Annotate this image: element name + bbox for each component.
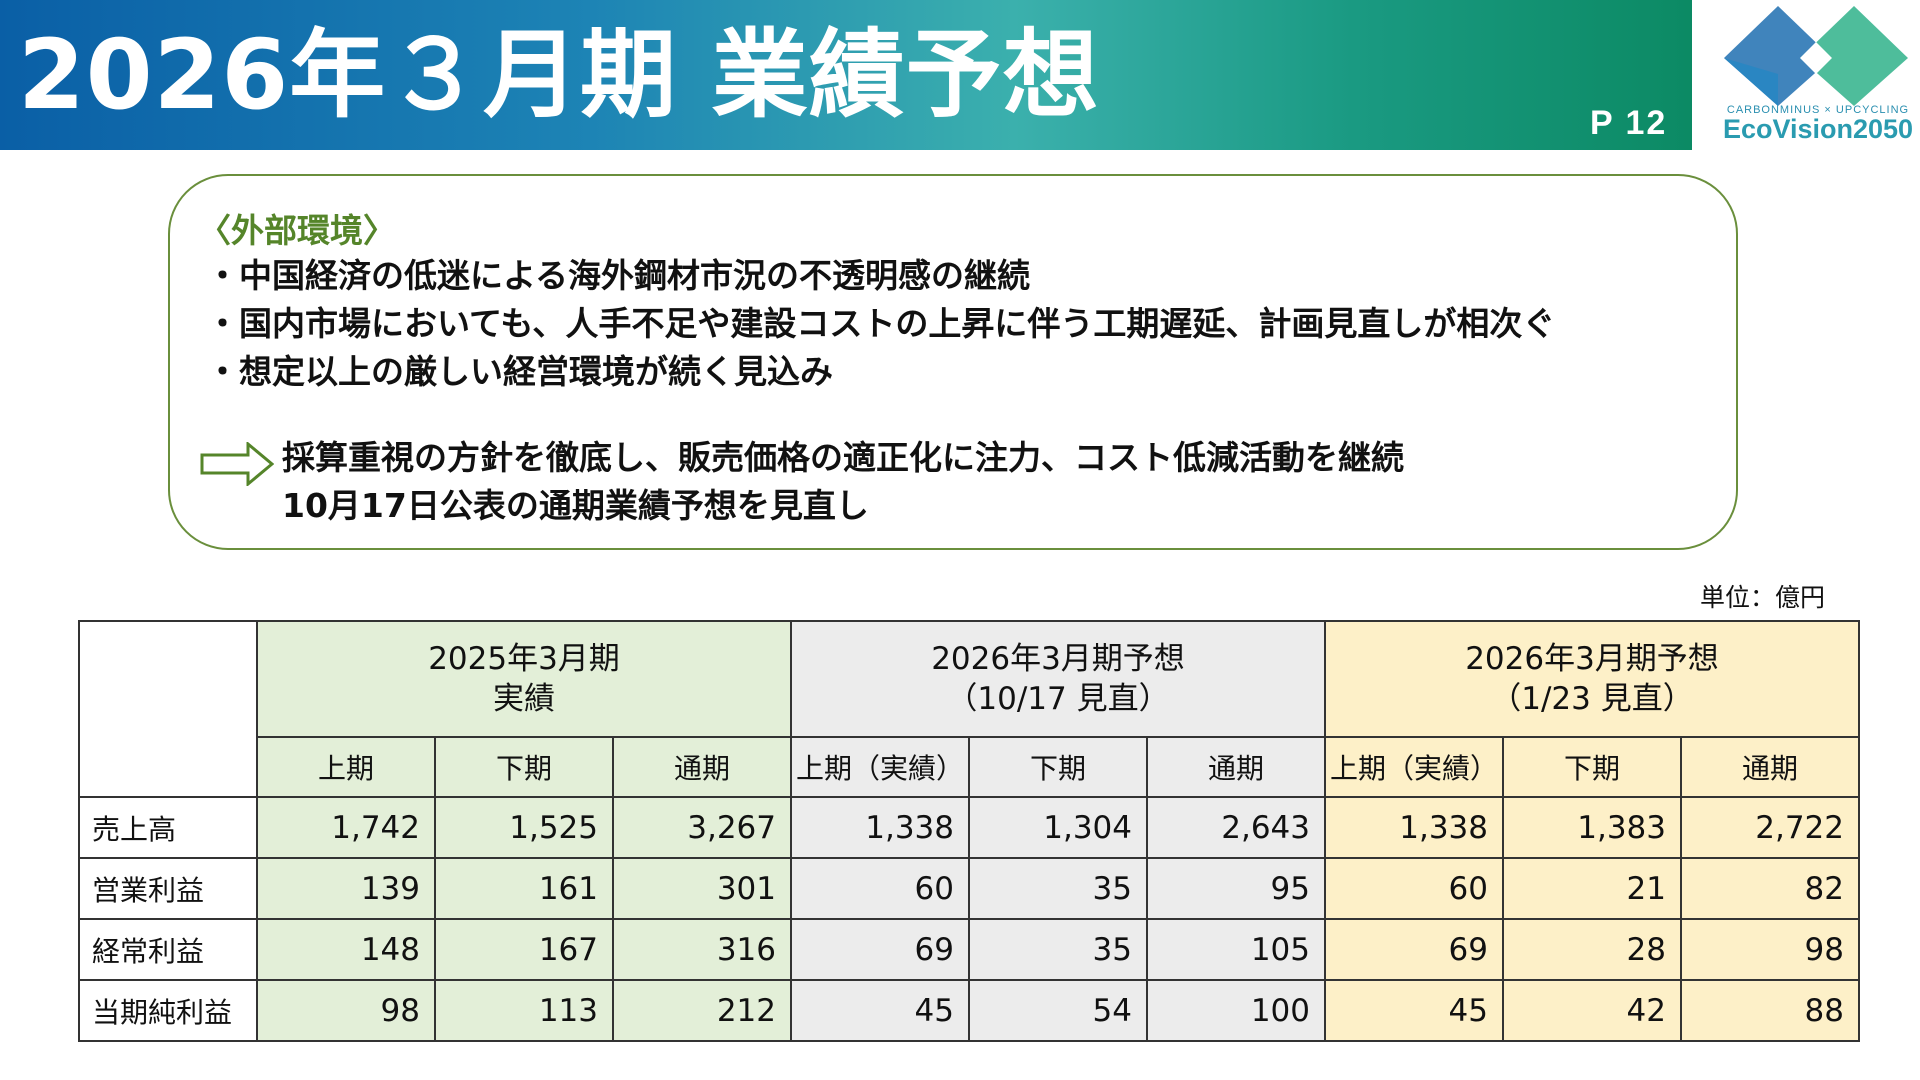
logo-brand: EcoVision2050 — [1722, 114, 1914, 144]
bullet-item: ・国内市場においても、人手不足や建設コストの上昇に伴う工期遅延、計画見直しが相次… — [206, 304, 1556, 343]
unit-label: 単位：億円 — [1700, 583, 1826, 612]
table-cell: 1,525 — [434, 796, 614, 859]
table-cell: 161 — [434, 857, 614, 920]
logo-mark-icon — [1724, 6, 1908, 106]
table-cell: 45 — [790, 979, 970, 1042]
logo-tagline: CARBONMINUS × UPCYCLING — [1726, 104, 1910, 116]
group-header-line: 2026年3月期予想 — [1465, 641, 1719, 677]
corner-cell — [78, 620, 258, 798]
table-cell: 69 — [1324, 918, 1504, 981]
sub-header: 通期 — [1146, 736, 1326, 798]
table-cell: 1,338 — [1324, 796, 1504, 859]
group-header-forecast-0123: 2026年3月期予想 （1/23 見直） — [1324, 620, 1860, 738]
table-cell: 21 — [1502, 857, 1682, 920]
table-cell: 100 — [1146, 979, 1326, 1042]
page-title: 2026年３月期 業績予想 — [18, 19, 1100, 131]
sub-header: 通期 — [612, 736, 792, 798]
table-cell: 28 — [1502, 918, 1682, 981]
row-label: 売上高 — [78, 796, 258, 859]
table-row: 経常利益 148 167 316 69 35 105 69 28 98 — [78, 918, 1860, 981]
group-header-line: 2026年3月期予想 — [931, 641, 1185, 677]
sub-header: 上期（実績） — [1324, 736, 1504, 798]
page-number: P 12 — [1590, 104, 1668, 142]
table-cell: 35 — [968, 857, 1148, 920]
table-cell: 60 — [790, 857, 970, 920]
table-cell: 2,643 — [1146, 796, 1326, 859]
conclusion-line: 採算重視の方針を徹底し、販売価格の適正化に注力、コスト低減活動を継続 — [282, 438, 1404, 477]
group-header-line: 2025年3月期 — [428, 641, 620, 677]
group-header-2025-actual: 2025年3月期 実績 — [256, 620, 792, 738]
group-header-line: （1/23 見直） — [1490, 681, 1694, 717]
group-header-line: 実績 — [493, 681, 555, 717]
table-cell: 98 — [256, 979, 436, 1042]
table-cell: 1,304 — [968, 796, 1148, 859]
table-cell: 88 — [1680, 979, 1860, 1042]
sub-header: 下期 — [1502, 736, 1682, 798]
table-row: 営業利益 139 161 301 60 35 95 60 21 82 — [78, 857, 1860, 920]
bullet-item: ・中国経済の低迷による海外鋼材市況の不透明感の継続 — [206, 256, 1031, 295]
group-header-row: 2025年3月期 実績 2026年3月期予想 （10/17 見直） 2026年3… — [78, 620, 1860, 798]
group-header-forecast-1017: 2026年3月期予想 （10/17 見直） — [790, 620, 1326, 738]
sub-header: 下期 — [434, 736, 614, 798]
row-label: 営業利益 — [78, 857, 258, 920]
table-cell: 35 — [968, 918, 1148, 981]
table-cell: 212 — [612, 979, 792, 1042]
table-cell: 301 — [612, 857, 792, 920]
table-row: 売上高 1,742 1,525 3,267 1,338 1,304 2,643 … — [78, 796, 1860, 859]
right-arrow-outline-icon — [200, 442, 274, 486]
table-cell: 113 — [434, 979, 614, 1042]
group-header-line: （10/17 見直） — [946, 681, 1170, 717]
sub-header: 通期 — [1680, 736, 1860, 798]
ecovision-logo: CARBONMINUS × UPCYCLING EcoVision2050 — [1712, 0, 1920, 150]
table-cell: 139 — [256, 857, 436, 920]
forecast-table-wrapper: 2025年3月期 実績 2026年3月期予想 （10/17 見直） 2026年3… — [78, 620, 1860, 1042]
sub-header: 上期（実績） — [790, 736, 970, 798]
table-cell: 167 — [434, 918, 614, 981]
table-cell: 82 — [1680, 857, 1860, 920]
environment-bullets: ・中国経済の低迷による海外鋼材市況の不透明感の継続 ・国内市場においても、人手不… — [206, 252, 1555, 396]
sub-header-row: 上期 下期 通期 上期（実績） 下期 通期 上期（実績） 下期 通期 — [79, 736, 1860, 798]
table-cell: 69 — [790, 918, 970, 981]
conclusion-line: 10月17日公表の通期業績予想を見直し — [282, 486, 869, 525]
table-cell: 98 — [1680, 918, 1860, 981]
table-cell: 148 — [256, 918, 436, 981]
external-environment-box: 〈外部環境〉 ・中国経済の低迷による海外鋼材市況の不透明感の継続 ・国内市場にお… — [168, 174, 1738, 550]
table-cell: 54 — [968, 979, 1148, 1042]
bullet-item: ・想定以上の厳しい経営環境が続く見込み — [206, 352, 833, 391]
table-cell: 1,338 — [790, 796, 970, 859]
sub-header: 下期 — [968, 736, 1148, 798]
row-label: 当期純利益 — [78, 979, 258, 1042]
table-cell: 2,722 — [1680, 796, 1860, 859]
table-cell: 45 — [1324, 979, 1504, 1042]
table-row: 当期純利益 98 113 212 45 54 100 45 42 88 — [78, 979, 1860, 1042]
table-cell: 60 — [1324, 857, 1504, 920]
table-cell: 1,742 — [256, 796, 436, 859]
sub-header: 上期 — [256, 736, 436, 798]
conclusion-text: 採算重視の方針を徹底し、販売価格の適正化に注力、コスト低減活動を継続 10月17… — [282, 434, 1404, 530]
environment-heading: 〈外部環境〉 — [198, 211, 396, 250]
header-banner: 2026年３月期 業績予想 P 12 — [0, 0, 1692, 150]
row-label: 経常利益 — [78, 918, 258, 981]
table-cell: 3,267 — [612, 796, 792, 859]
table-cell: 95 — [1146, 857, 1326, 920]
table-cell: 42 — [1502, 979, 1682, 1042]
table-cell: 105 — [1146, 918, 1326, 981]
forecast-table: 2025年3月期 実績 2026年3月期予想 （10/17 見直） 2026年3… — [78, 620, 1860, 1042]
table-cell: 316 — [612, 918, 792, 981]
table-cell: 1,383 — [1502, 796, 1682, 859]
